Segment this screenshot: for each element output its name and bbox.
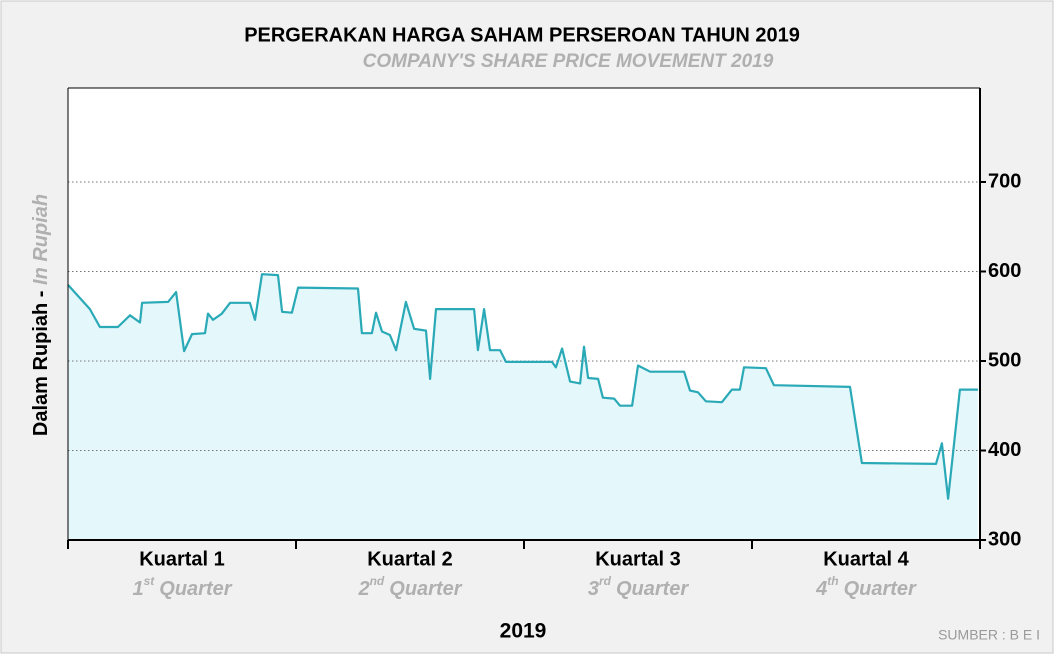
chart-subtitle: COMPANY'S SHARE PRICE MOVEMENT 2019 (363, 51, 774, 72)
quarter-word: Quarter (616, 578, 689, 600)
y-tick-label: 700 (988, 170, 1021, 192)
quarter-label: Kuartal 1 (139, 548, 225, 570)
quarter-word: Quarter (159, 578, 232, 600)
quarter-number: 2 (357, 578, 369, 600)
area (68, 274, 978, 540)
y-axis-label: Dalam Rupiah - In Rupiah (30, 194, 52, 436)
quarter-number: 1 (132, 578, 143, 600)
source: SUMBER : B E I (938, 627, 1040, 643)
quarter-label: Kuartal 3 (595, 548, 681, 570)
quarter-ordinal: rd (599, 574, 612, 588)
y-tick-label: 400 (988, 439, 1021, 461)
quarter-english: 4th Quarter (815, 574, 917, 600)
y-tick-label: 600 (988, 260, 1021, 282)
quarter-ordinal: nd (370, 574, 385, 588)
x-axis-label: 2019 (500, 620, 547, 643)
quarter-word: Quarter (844, 578, 917, 600)
quarter-label: Kuartal 2 (367, 548, 453, 570)
quarter-english: 3rd Quarter (588, 574, 690, 600)
quarter-number: 3 (588, 578, 599, 600)
quarter-number: 4 (815, 578, 827, 600)
quarter-label: Kuartal 4 (823, 548, 909, 570)
line (67, 273, 978, 500)
y-tick-label: 500 (988, 349, 1021, 371)
quarter-ordinal: th (827, 574, 838, 588)
y-label-english: In Rupiah (30, 194, 52, 285)
quarter-word: Quarter (389, 578, 462, 600)
y-label-main: Dalam Rupiah - (30, 285, 52, 436)
quarter-ordinal: st (144, 574, 156, 588)
quarter-english: 2nd Quarter (357, 574, 462, 600)
quarter-english: 1st Quarter (132, 574, 232, 600)
y-tick-label: 300 (988, 528, 1021, 550)
chart-title: PERGERAKAN HARGA SAHAM PERSEROAN TAHUN 2… (244, 24, 800, 46)
